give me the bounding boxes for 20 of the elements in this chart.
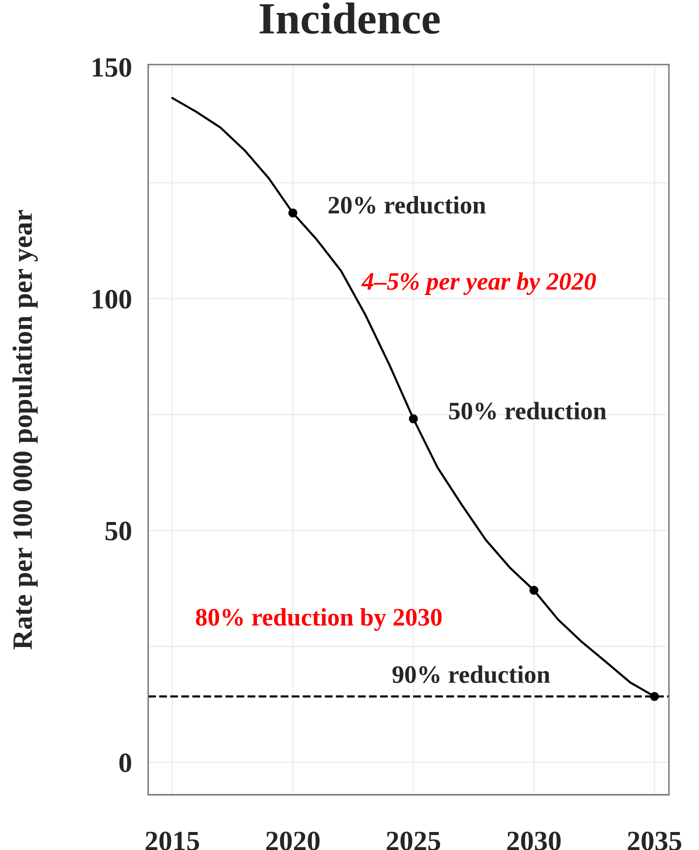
- annotation: 20% reduction: [328, 196, 486, 214]
- point: [650, 692, 659, 701]
- x-tick-label: 2015: [146, 832, 200, 850]
- ref-line-label: 90% reduction: [392, 665, 550, 684]
- y-tick-label: 150: [92, 58, 132, 77]
- y-tick-label: 50: [106, 522, 132, 540]
- y-tick-label: 0: [119, 753, 132, 772]
- annotation: 4–5% per year by 2020: [361, 272, 596, 296]
- annotation: 80% reduction by 2030: [196, 608, 442, 631]
- x-tick-label: 2035: [628, 832, 682, 850]
- y-axis-title: Rate per 100 000 population per year: [12, 210, 38, 650]
- chart-title: Incidence: [260, 2, 440, 34]
- x-tick-label: 2025: [386, 832, 440, 850]
- x-tick-label: 2020: [266, 832, 320, 850]
- y-tick-label: 100: [92, 290, 132, 309]
- point: [529, 586, 538, 595]
- point: [288, 208, 298, 218]
- annotation: 50% reduction: [449, 402, 606, 420]
- point: [408, 414, 418, 424]
- x-tick-label: 2030: [507, 832, 561, 850]
